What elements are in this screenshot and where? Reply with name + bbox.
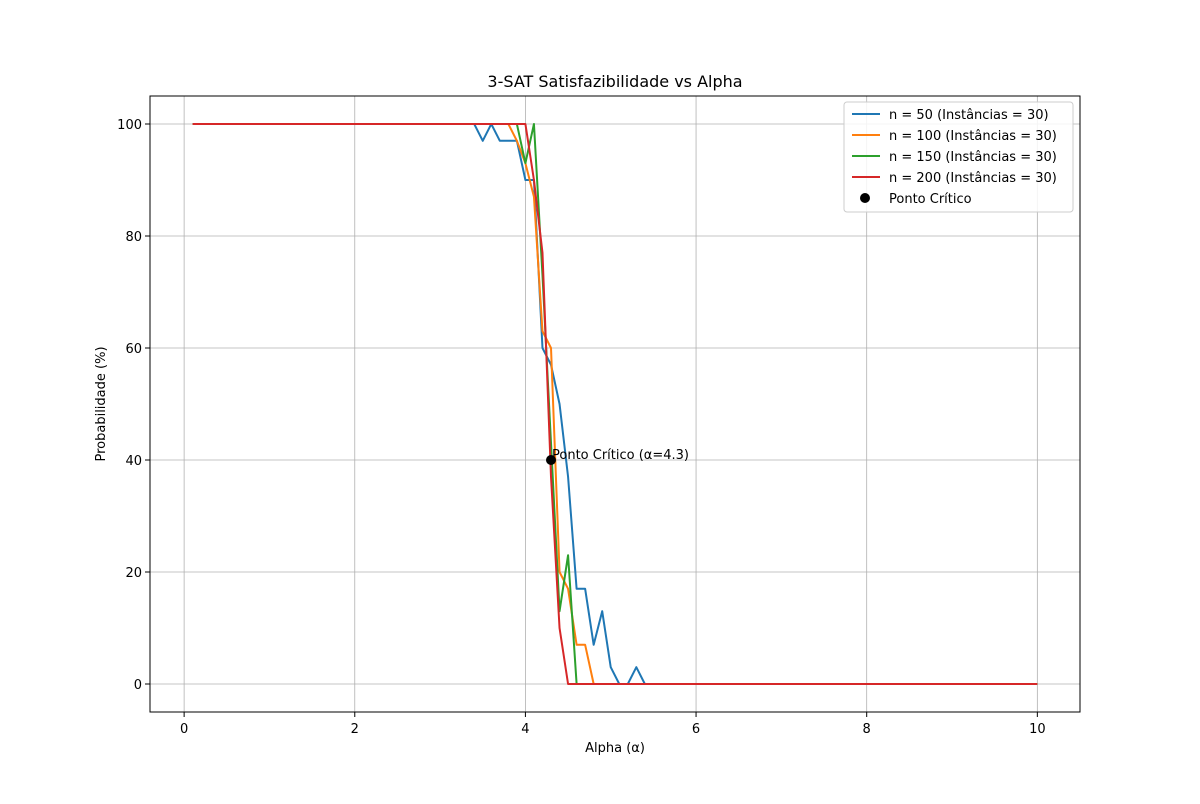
legend: n = 50 (Instâncias = 30) n = 100 (Instânc… [843,101,1074,213]
x-axis-title: Alpha (α) [585,741,645,756]
x-tick-label: 2 [351,722,359,737]
y-tick-label: 0 [134,678,142,693]
x-tick-label: 8 [863,722,871,737]
legend-label-2: n = 100 (Instâncias = 30) [889,129,1057,144]
legend-label-1: n = 50 (Instâncias = 30) [889,108,1049,123]
legend-swatch-critical [860,193,870,203]
critical-point-marker [546,455,557,465]
x-tick-label: 0 [180,722,188,737]
legend-label-3: n = 150 (Instâncias = 30) [889,150,1057,165]
y-tick-label: 60 [125,342,142,357]
x-tick-label: 6 [692,722,700,737]
series-line-2 [192,123,1038,685]
critical-point-annotation: Ponto Crítico (α=4.3) [552,448,689,463]
grid-lines [150,96,1080,712]
y-tick-label: 20 [125,566,142,581]
series-lines [192,123,1038,685]
legend-label-critical: Ponto Crítico [889,192,972,207]
x-tick-label: 4 [521,722,529,737]
critical-point-layer: Ponto Crítico (α=4.3) [546,448,689,465]
y-tick-label: 100 [117,118,142,133]
y-axis-title: Probabilidade (%) [94,346,109,461]
plot-area-frame [149,95,1081,713]
legend-box [843,101,1074,213]
legend-label-4: n = 200 (Instâncias = 30) [889,171,1057,186]
series-line-4 [192,123,1038,685]
x-tick-label: 10 [1029,722,1046,737]
y-tick-label: 40 [125,454,142,469]
y-tick-label: 80 [125,230,142,245]
chart-title: 3-SAT Satisfazibilidade vs Alpha [487,72,742,91]
